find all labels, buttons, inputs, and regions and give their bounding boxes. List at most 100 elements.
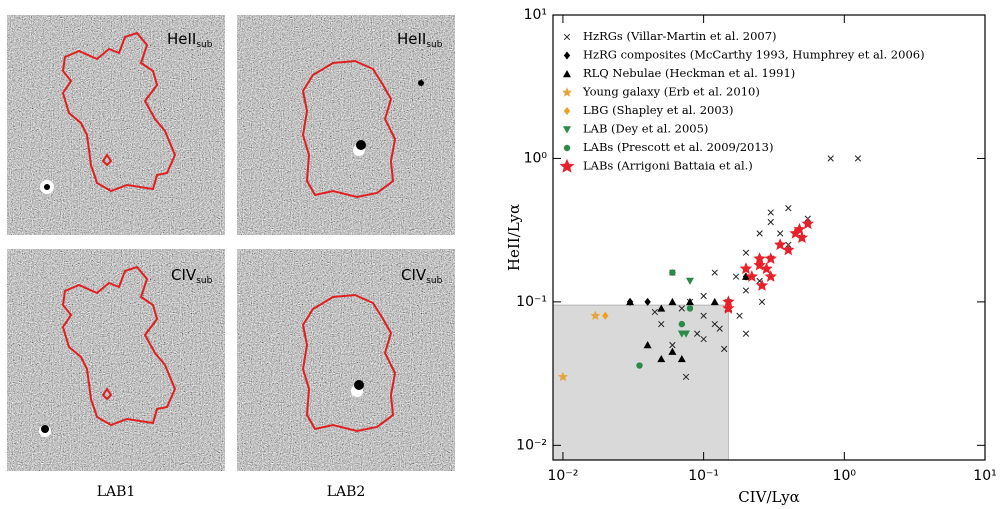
scatter-plot: 10⁻² 10⁻¹ 10⁰ 10¹ 10⁻² 10⁻¹ 10⁰ 10¹ CIV/Lyα HeII/… [505, 7, 997, 506]
marker [682, 373, 690, 381]
marker-stroke [711, 320, 718, 328]
x-tick-label: 10⁰ [833, 468, 857, 484]
marker [682, 330, 691, 338]
marker [563, 33, 571, 41]
marker [742, 249, 750, 256]
panel-label: HeIIsub [397, 30, 443, 50]
marker [764, 252, 777, 264]
marker [643, 341, 652, 349]
image-panel: HeIIsub [236, 14, 456, 236]
marker-stroke [777, 230, 784, 237]
marker-stroke [658, 320, 665, 328]
marker [626, 297, 635, 306]
panel-label: HeIIsub [167, 30, 213, 50]
marker [700, 335, 707, 343]
y-axis-label: HeII/Lyα [505, 204, 523, 271]
marker [563, 107, 571, 115]
caption: LAB1 [97, 484, 136, 500]
marker-stroke [651, 308, 658, 316]
y-tick-label: 10⁻² [516, 437, 547, 453]
marker [686, 305, 694, 312]
marker-stroke [742, 330, 750, 337]
marker [559, 158, 575, 173]
marker-stroke [756, 230, 763, 237]
marker-stroke [742, 249, 750, 256]
marker [793, 222, 806, 235]
marker [795, 231, 809, 243]
marker [782, 243, 795, 256]
panel-label: CIVsub [171, 266, 213, 286]
marker [590, 310, 601, 320]
marker-stroke [767, 218, 774, 226]
marker [756, 230, 763, 237]
x-axis-label: CIV/Lyα [738, 488, 800, 506]
marker [711, 320, 718, 328]
panel-label: CIVsub [401, 266, 443, 286]
marker [722, 301, 735, 314]
marker [558, 371, 568, 382]
marker [644, 297, 651, 306]
marker [563, 144, 571, 152]
legend-label: LBG (Shapley et al. 2003) [583, 103, 733, 117]
legend-label: LAB (Dey et al. 2005) [583, 122, 708, 136]
marker [685, 277, 694, 285]
marker-stroke [756, 277, 763, 285]
marker [742, 287, 750, 294]
marker [739, 262, 753, 275]
marker [668, 297, 677, 306]
x-tick-label: 10¹ [973, 468, 996, 484]
x-tick-label: 10⁻² [548, 468, 579, 484]
marker [716, 325, 723, 332]
marker-stroke [563, 33, 571, 41]
marker [651, 308, 658, 316]
legend-label: LABs (Arrigoni Battaia et al.) [583, 159, 753, 173]
marker [777, 230, 784, 237]
marker-stroke [711, 269, 718, 276]
shaded-region [552, 304, 729, 461]
marker [774, 238, 787, 251]
marker [563, 126, 571, 134]
marker-stroke [827, 155, 834, 162]
plot-frame [552, 14, 986, 461]
marker [785, 205, 792, 212]
marker [741, 272, 750, 280]
marker [764, 270, 777, 282]
marker [721, 345, 728, 353]
marker-stroke [721, 345, 728, 353]
marker [563, 51, 571, 60]
marker [827, 155, 834, 162]
marker-stroke [854, 155, 862, 162]
marker [657, 304, 666, 312]
marker [745, 270, 758, 282]
image-panel: HeIIsub [6, 14, 226, 236]
marker-stroke [742, 287, 750, 294]
marker [767, 218, 774, 226]
marker [753, 252, 766, 264]
marker [677, 354, 686, 363]
marker-stroke [758, 298, 766, 306]
marker [736, 312, 743, 319]
marker [668, 347, 677, 355]
marker-stroke [732, 273, 740, 280]
legend-label: LABs (Prescott et al. 2009/2013) [583, 140, 773, 154]
marker-stroke [767, 209, 774, 216]
marker [657, 354, 666, 363]
marker [755, 279, 769, 291]
marker-stroke [736, 312, 743, 319]
marker [760, 262, 773, 275]
marker [742, 330, 750, 337]
marker [678, 305, 685, 312]
image-panels: HeIIsub HeIIsub CIVsub CIVsub LAB1 LAB2 [6, 14, 456, 500]
marker [722, 295, 735, 308]
marker-stroke [700, 335, 707, 343]
marker [711, 269, 718, 276]
marker-stroke [700, 312, 707, 319]
marker [563, 70, 571, 78]
marker [710, 297, 719, 306]
image-panel: CIVsub [6, 248, 226, 472]
marker [767, 209, 774, 216]
marker-stroke [682, 373, 690, 381]
marker-stroke [678, 305, 685, 312]
